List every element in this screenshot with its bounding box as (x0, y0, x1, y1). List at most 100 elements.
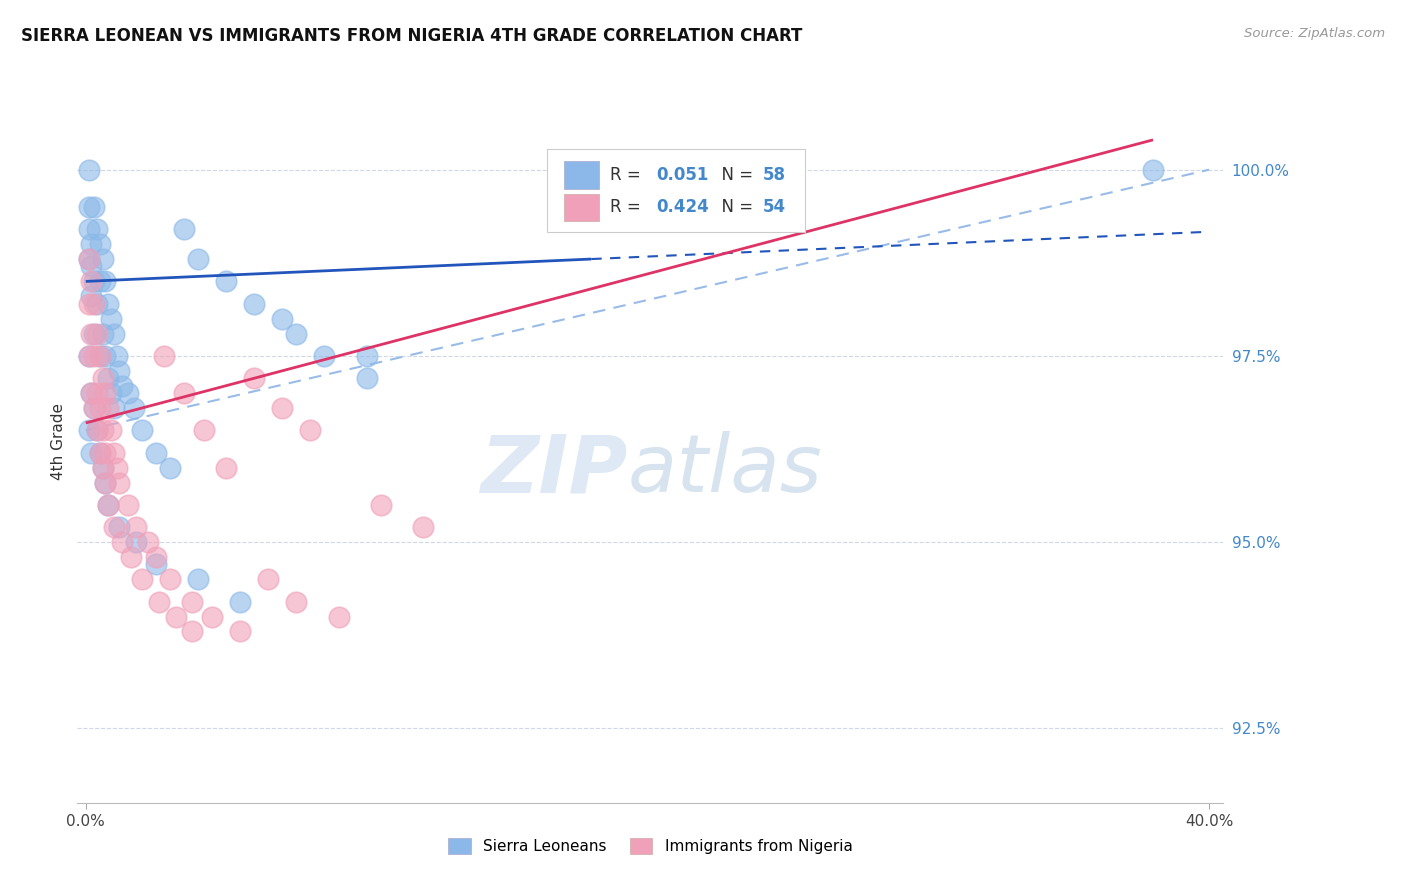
Point (94, 386, 117, 401)
Point (125, 535, 148, 549)
Point (80, 386, 103, 401)
Point (89, 274, 111, 288)
Point (173, 386, 195, 401)
Text: Source: ZipAtlas.com: Source: ZipAtlas.com (1244, 27, 1385, 40)
Point (89, 349, 111, 363)
Point (97, 297, 120, 311)
Point (80, 274, 103, 288)
Text: N =: N = (711, 198, 758, 217)
Point (412, 520, 434, 534)
Point (91, 326, 114, 341)
Point (83, 297, 105, 311)
Point (370, 498, 392, 512)
Point (80, 326, 103, 341)
Point (159, 460, 181, 475)
Point (91, 423, 114, 437)
Point (83, 401, 105, 415)
Point (83, 349, 105, 363)
Point (89, 237, 111, 252)
Point (285, 595, 308, 609)
Point (77, 349, 100, 363)
Point (94, 446, 117, 460)
Point (136, 535, 159, 549)
Point (108, 520, 131, 534)
Point (122, 401, 145, 415)
Text: atlas: atlas (627, 432, 823, 509)
Point (77, 297, 100, 311)
Point (91, 371, 114, 385)
Point (257, 572, 280, 586)
Point (201, 609, 224, 624)
Point (91, 460, 114, 475)
Point (83, 200, 105, 214)
Point (105, 349, 128, 363)
Point (181, 624, 204, 639)
Point (80, 260, 103, 274)
Point (148, 595, 170, 609)
FancyBboxPatch shape (564, 194, 599, 221)
Point (243, 297, 266, 311)
Text: N =: N = (711, 166, 758, 184)
Point (103, 446, 125, 460)
Y-axis label: 4th Grade: 4th Grade (51, 403, 66, 480)
Text: 0.051: 0.051 (657, 166, 709, 184)
Point (97, 498, 120, 512)
Point (77, 162, 100, 177)
Point (215, 460, 238, 475)
Point (328, 609, 350, 624)
Point (94, 475, 117, 490)
Point (111, 535, 134, 549)
Point (103, 520, 125, 534)
Point (94, 475, 117, 490)
Point (80, 289, 103, 303)
Point (125, 520, 148, 534)
FancyBboxPatch shape (564, 161, 599, 188)
Point (271, 401, 294, 415)
Point (215, 274, 238, 288)
Text: 54: 54 (762, 198, 786, 217)
Point (77, 252, 100, 266)
Point (86, 423, 108, 437)
Point (77, 252, 100, 266)
Point (77, 200, 100, 214)
Point (103, 401, 125, 415)
Point (243, 371, 266, 385)
Point (271, 311, 294, 326)
Point (77, 423, 100, 437)
Point (299, 423, 322, 437)
Text: 58: 58 (762, 166, 786, 184)
Point (356, 371, 378, 385)
Point (131, 572, 153, 586)
Point (103, 326, 125, 341)
Point (83, 274, 105, 288)
Point (145, 549, 167, 564)
Point (94, 274, 117, 288)
Point (86, 423, 108, 437)
Point (145, 446, 167, 460)
Point (89, 446, 111, 460)
Point (229, 595, 252, 609)
Point (91, 252, 114, 266)
Point (229, 624, 252, 639)
Point (100, 386, 122, 401)
Point (100, 423, 122, 437)
Point (80, 386, 103, 401)
Point (83, 401, 105, 415)
Text: SIERRA LEONEAN VS IMMIGRANTS FROM NIGERIA 4TH GRADE CORRELATION CHART: SIERRA LEONEAN VS IMMIGRANTS FROM NIGERI… (21, 27, 803, 45)
Point (77, 222, 100, 236)
Point (165, 609, 187, 624)
Point (91, 460, 114, 475)
Point (145, 558, 167, 572)
Point (97, 371, 120, 385)
Point (1142, 162, 1164, 177)
Text: R =: R = (610, 166, 647, 184)
Point (131, 423, 153, 437)
Point (173, 222, 195, 236)
Point (108, 475, 131, 490)
Point (117, 498, 139, 512)
Point (356, 349, 378, 363)
Point (86, 326, 108, 341)
Text: 0.424: 0.424 (657, 198, 709, 217)
Point (153, 349, 176, 363)
Text: R =: R = (610, 198, 647, 217)
